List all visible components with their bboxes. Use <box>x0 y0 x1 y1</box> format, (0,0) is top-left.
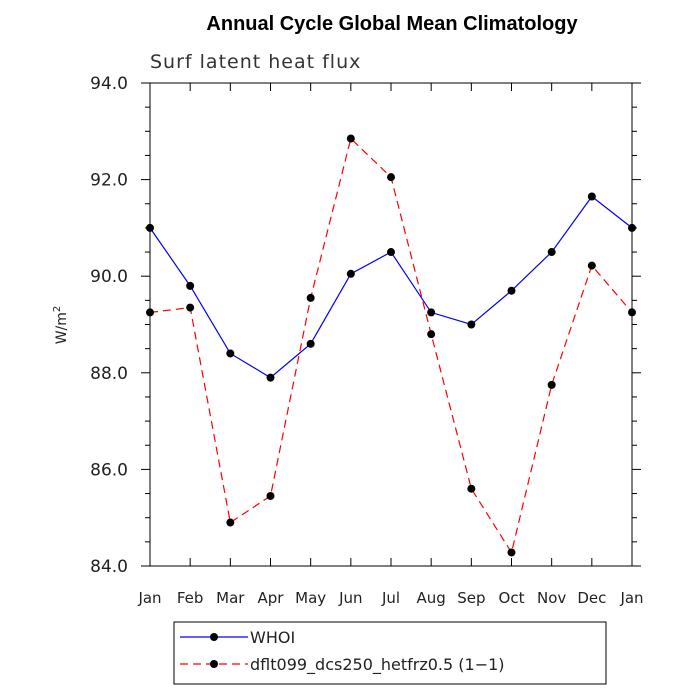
series-0-point <box>186 281 195 290</box>
series-line-0 <box>149 195 633 379</box>
x-tick-label: Feb <box>177 589 204 607</box>
series-0-point <box>628 223 636 232</box>
series-0-point <box>266 373 275 382</box>
series-1-point <box>266 491 275 500</box>
series-1-point <box>467 484 476 493</box>
x-tick-label: Aug <box>417 589 446 607</box>
x-tick-label: Sep <box>457 589 485 607</box>
series-0-point <box>587 192 596 201</box>
y-tick-label: 84.0 <box>90 557 128 577</box>
legend-marker-model <box>210 660 218 668</box>
series-1-point <box>146 308 154 317</box>
series-1-point <box>387 173 395 182</box>
series-1-point <box>547 380 556 389</box>
legend-label-whoi: WHOI <box>250 628 295 647</box>
series-1-point <box>186 303 195 312</box>
chart-title: Annual Cycle Global Mean Climatology <box>206 13 578 35</box>
x-tick-label: Mar <box>216 589 245 607</box>
series-1-point <box>306 293 315 302</box>
x-tick-label: Jan <box>619 589 643 607</box>
x-tick-label: Jan <box>137 589 161 607</box>
series-0-point <box>346 269 355 278</box>
plot-frame <box>149 82 633 567</box>
y-tick-labels: 84.0 86.0 88.0 90.0 92.0 94.0 <box>90 74 128 577</box>
x-tick-label: Jun <box>338 589 362 607</box>
series-1-point <box>346 134 355 143</box>
series-1-point <box>427 330 436 339</box>
y-axis-label-text: W/m <box>54 312 70 344</box>
series-0-point <box>547 248 556 257</box>
x-tick-label: Jul <box>381 589 400 607</box>
series-1-point <box>226 518 235 527</box>
series-1-point <box>587 261 596 270</box>
legend-label-model: dflt099_dcs250_hetfrz0.5 (1−1) <box>250 655 505 675</box>
series-1-point <box>507 548 516 557</box>
y-tick-label: 90.0 <box>90 267 128 287</box>
x-tick-label: May <box>295 589 326 607</box>
series-1-point <box>628 308 636 317</box>
x-tick-labels: Jan Feb Mar Apr May Jun Jul Aug Sep Oct Nov Dec Jan <box>137 589 643 607</box>
legend-marker-whoi <box>210 633 218 641</box>
series-line-1 <box>149 137 633 555</box>
series-0-point <box>387 248 395 257</box>
y-tick-label: 86.0 <box>90 460 128 480</box>
y-tick-label: 94.0 <box>90 74 128 94</box>
legend: WHOI dflt099_dcs250_hetfrz0.5 (1−1) <box>173 621 607 685</box>
y-axis-label-superscript: 2 <box>52 306 63 312</box>
y-tick-label: 92.0 <box>90 171 128 191</box>
legend-box <box>173 621 607 685</box>
series-0-point <box>507 286 516 295</box>
series-0-point <box>427 308 436 317</box>
x-tick-label: Apr <box>258 589 285 607</box>
series-0-point <box>226 349 235 358</box>
x-tick-label: Oct <box>499 589 525 607</box>
chart-subtitle: Surf latent heat flux <box>150 51 361 73</box>
y-tick-label: 88.0 <box>90 364 128 384</box>
series-0-point <box>306 339 315 348</box>
series-0-point <box>467 320 476 329</box>
x-tick-label: Dec <box>577 589 606 607</box>
series-0-point <box>146 223 154 232</box>
y-axis-label: W/m2 <box>52 306 70 345</box>
x-tick-label: Nov <box>537 589 566 607</box>
series-layer <box>146 134 636 557</box>
axis-ticks <box>141 82 641 567</box>
